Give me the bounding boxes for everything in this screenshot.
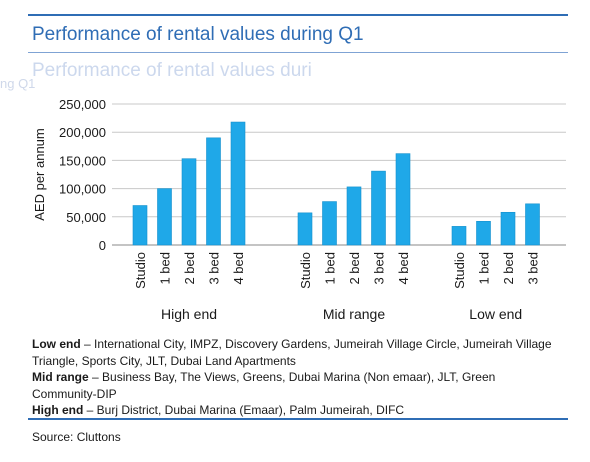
x-tick-label: 3 bed bbox=[526, 252, 541, 285]
x-axis-tick-labels: Studio 1 bed 2 bed 3 bed 4 bed Studio 1 bed 2 b… bbox=[133, 252, 541, 289]
group-label: High end bbox=[161, 306, 217, 322]
y-tick-label: 50,000 bbox=[66, 210, 106, 225]
legend-high-end-label: High end bbox=[32, 403, 83, 417]
bars bbox=[133, 122, 540, 245]
bar bbox=[158, 189, 172, 245]
bar bbox=[396, 154, 410, 245]
bar bbox=[372, 171, 386, 245]
y-axis-ticks: 0 50,000 100,000 150,000 200,000 250,000 bbox=[59, 97, 106, 253]
bar bbox=[452, 226, 466, 245]
legend-mid-range-label: Mid range bbox=[32, 370, 89, 384]
legend-mid-range: Mid range – Business Bay, The Views, Gre… bbox=[32, 369, 562, 402]
bar bbox=[477, 221, 491, 245]
bar bbox=[207, 138, 221, 245]
x-tick-label: Studio bbox=[452, 252, 467, 289]
x-tick-label: 2 bed bbox=[501, 252, 516, 285]
gridlines bbox=[112, 104, 566, 245]
group-label: Mid range bbox=[323, 306, 385, 322]
bar bbox=[182, 159, 196, 245]
x-tick-label: 4 bed bbox=[396, 252, 411, 285]
segment-legend: Low end – International City, IMPZ, Disc… bbox=[32, 336, 562, 419]
bar bbox=[133, 206, 147, 245]
bar bbox=[323, 202, 337, 245]
x-tick-label: 3 bed bbox=[207, 252, 222, 285]
y-tick-label: 0 bbox=[99, 238, 106, 253]
group-labels: High end Mid range Low end bbox=[161, 306, 522, 322]
bar bbox=[501, 212, 515, 245]
source-note: Source: Cluttons bbox=[32, 430, 121, 444]
legend-mid-range-text: – Business Bay, The Views, Greens, Dubai… bbox=[32, 370, 495, 401]
legend-high-end: High end – Burj District, Dubai Marina (… bbox=[32, 402, 562, 419]
x-tick-label: 1 bed bbox=[158, 252, 173, 285]
bar bbox=[347, 187, 361, 245]
bar bbox=[298, 213, 312, 245]
x-tick-label: 1 bed bbox=[477, 252, 492, 285]
legend-low-end: Low end – International City, IMPZ, Disc… bbox=[32, 336, 562, 369]
bar bbox=[231, 122, 245, 245]
legend-low-end-text: – International City, IMPZ, Discovery Ga… bbox=[32, 337, 552, 368]
y-tick-label: 200,000 bbox=[59, 125, 106, 140]
group-label: Low end bbox=[469, 306, 522, 322]
x-tick-label: Studio bbox=[133, 252, 148, 289]
bar bbox=[526, 204, 540, 245]
x-tick-label: 2 bed bbox=[347, 252, 362, 285]
y-tick-label: 250,000 bbox=[59, 97, 106, 112]
y-tick-label: 150,000 bbox=[59, 153, 106, 168]
bar-chart: 0 50,000 100,000 150,000 200,000 250,000 AED … bbox=[0, 0, 590, 330]
y-tick-label: 100,000 bbox=[59, 182, 106, 197]
x-tick-label: 3 bed bbox=[372, 252, 387, 285]
y-axis-label: AED per annum bbox=[32, 128, 47, 221]
legend-high-end-text: – Burj District, Dubai Marina (Emaar), P… bbox=[83, 403, 404, 417]
source-rule bbox=[28, 418, 568, 420]
legend-low-end-label: Low end bbox=[32, 337, 81, 351]
x-tick-label: 2 bed bbox=[182, 252, 197, 285]
x-tick-label: Studio bbox=[298, 252, 313, 289]
x-tick-label: 4 bed bbox=[231, 252, 246, 285]
x-tick-label: 1 bed bbox=[323, 252, 338, 285]
